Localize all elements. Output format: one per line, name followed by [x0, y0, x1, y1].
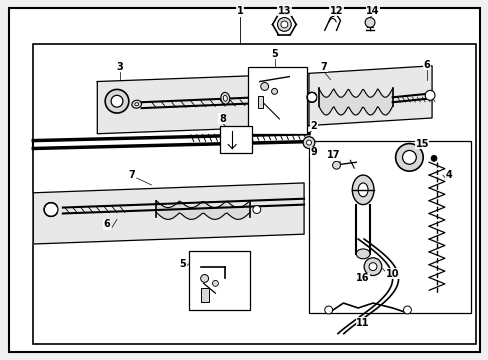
Text: 10: 10	[385, 269, 399, 279]
Text: 7: 7	[128, 170, 135, 180]
Circle shape	[395, 144, 422, 171]
Circle shape	[111, 95, 122, 107]
Ellipse shape	[356, 249, 369, 259]
Text: 5: 5	[271, 49, 277, 59]
Ellipse shape	[132, 100, 142, 108]
Circle shape	[306, 140, 311, 145]
Bar	[308, 141, 470, 313]
Text: 15: 15	[415, 139, 428, 149]
Ellipse shape	[221, 93, 229, 104]
Circle shape	[324, 306, 332, 314]
Circle shape	[280, 21, 287, 28]
Circle shape	[277, 18, 291, 31]
Circle shape	[403, 306, 410, 314]
Text: 1: 1	[236, 6, 243, 15]
Circle shape	[364, 258, 381, 275]
Circle shape	[365, 18, 374, 27]
Polygon shape	[304, 66, 431, 126]
Bar	[257, 96, 262, 108]
Text: 2: 2	[310, 121, 317, 131]
Circle shape	[212, 280, 218, 286]
Text: 12: 12	[329, 6, 343, 15]
Circle shape	[105, 89, 128, 113]
Circle shape	[424, 90, 434, 100]
Circle shape	[303, 137, 314, 148]
Text: 13: 13	[277, 6, 290, 15]
Circle shape	[44, 203, 58, 216]
Bar	[247, 67, 306, 134]
Bar	[200, 288, 208, 302]
Polygon shape	[97, 74, 308, 134]
Text: 11: 11	[356, 318, 369, 328]
Text: 4: 4	[445, 170, 451, 180]
Circle shape	[402, 150, 415, 164]
Text: 6: 6	[103, 219, 110, 229]
Bar	[33, 44, 475, 345]
Circle shape	[332, 161, 340, 169]
Circle shape	[252, 206, 260, 213]
Circle shape	[260, 82, 268, 90]
Ellipse shape	[135, 103, 139, 106]
Text: 7: 7	[320, 62, 326, 72]
Circle shape	[271, 89, 277, 94]
Circle shape	[306, 93, 316, 102]
Ellipse shape	[223, 95, 227, 101]
Ellipse shape	[358, 183, 367, 197]
Text: 3: 3	[116, 62, 123, 72]
Text: 6: 6	[423, 60, 429, 70]
Bar	[188, 251, 249, 310]
Circle shape	[430, 156, 436, 161]
Bar	[220, 126, 251, 153]
Polygon shape	[33, 183, 304, 244]
Ellipse shape	[351, 175, 373, 204]
Text: 9: 9	[310, 148, 317, 157]
Circle shape	[200, 275, 208, 282]
Text: 16: 16	[356, 274, 369, 283]
Text: 14: 14	[366, 6, 379, 15]
Text: 17: 17	[326, 150, 340, 161]
Circle shape	[368, 263, 376, 271]
Text: 5: 5	[179, 259, 186, 269]
Text: 8: 8	[219, 114, 225, 124]
